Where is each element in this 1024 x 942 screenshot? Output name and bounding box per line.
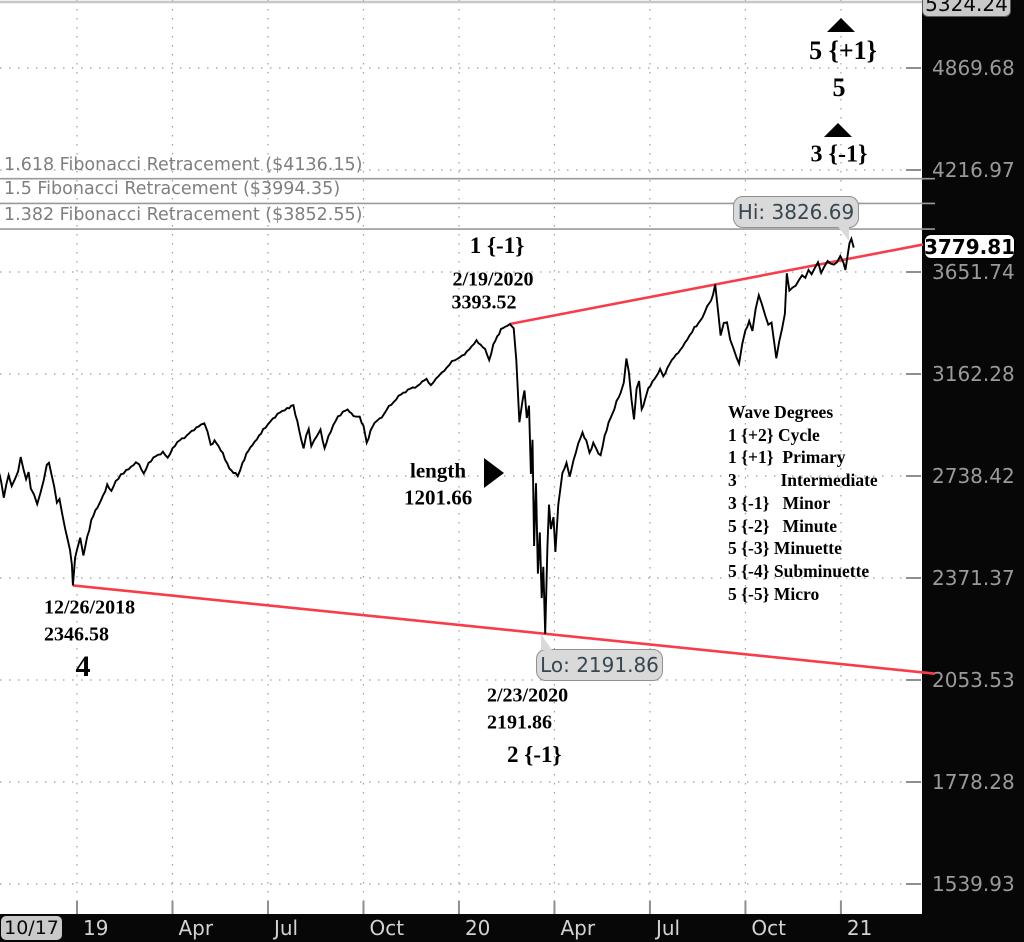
right-arrow-icon[interactable] bbox=[484, 458, 504, 488]
wave-degrees-line: 3 Intermediate bbox=[728, 470, 878, 491]
first-bar-date-value: 10/17 bbox=[4, 917, 59, 939]
current-price-badge: 3779.81 bbox=[923, 233, 1016, 260]
y-axis-label: 4216.97 bbox=[932, 157, 1015, 182]
x-axis-label: 19 bbox=[83, 916, 109, 940]
wave2-price[interactable]: 2191.86 bbox=[487, 711, 552, 734]
wave-degrees-line: 5 {-2} Minute bbox=[728, 515, 838, 536]
up-arrow-icon[interactable] bbox=[824, 123, 852, 137]
y-axis-label: 4869.68 bbox=[932, 55, 1015, 80]
lo-callout-tail bbox=[541, 634, 552, 650]
wave-degrees-line: 1 {+2} Cycle bbox=[728, 424, 820, 445]
wave-label-1-minus1[interactable]: 1 {-1} bbox=[469, 233, 525, 258]
x-axis-label: 20 bbox=[464, 916, 491, 940]
price-axis[interactable]: 4869.68 4216.97 3651.74 3162.28 2738.42 2371.… bbox=[922, 0, 1024, 942]
wave-degrees-line: 5 {-3} Minuette bbox=[728, 538, 842, 559]
current-price-value: 3779.81 bbox=[923, 234, 1016, 259]
y-axis-label: 1539.93 bbox=[932, 871, 1015, 896]
wave2-date[interactable]: 2/23/2020 bbox=[487, 684, 569, 707]
x-axis-label: Apr bbox=[178, 916, 214, 940]
price-target-value: 5324.24 bbox=[925, 0, 1008, 16]
wave-degrees-legend[interactable]: Wave Degrees 1 {+2} Cycle 1 {+1} Primary 3 … bbox=[728, 401, 878, 605]
wave-label-4[interactable]: 4 bbox=[75, 650, 91, 683]
wave-label-5-plus1[interactable]: 5 {+1} bbox=[809, 36, 877, 65]
wave-label-2-minus1[interactable]: 2 {-1} bbox=[507, 742, 562, 767]
wave-degrees-line: 5 {-5} Micro bbox=[728, 583, 820, 604]
price-target-badge: 5324.24 bbox=[922, 0, 1011, 17]
time-axis[interactable]: 19 Apr Jul Oct 20 Apr Jul Oct 21 bbox=[0, 914, 1024, 942]
hi-callout-tail bbox=[836, 224, 849, 241]
lo-callout-bubble: Lo: 2191.86 bbox=[536, 649, 663, 681]
wave1-price[interactable]: 3393.52 bbox=[451, 291, 517, 314]
x-axis-label: Apr bbox=[560, 916, 596, 940]
wave-degrees-line: 1 {+1} Primary bbox=[728, 447, 846, 468]
y-axis-label: 3162.28 bbox=[932, 361, 1015, 386]
x-axis-label: Jul bbox=[655, 916, 681, 940]
wave4-date[interactable]: 12/26/2018 bbox=[44, 596, 136, 619]
wave1-date[interactable]: 2/19/2020 bbox=[452, 268, 534, 291]
fib-retracement-label[interactable]: 1.5 Fibonacci Retracement ($3994.35) bbox=[4, 179, 341, 200]
hi-callout-text: Hi: 3826.69 bbox=[737, 200, 855, 224]
x-axis-label: Oct bbox=[369, 916, 405, 940]
wave-degrees-line: 3 {-1} Minor bbox=[728, 492, 831, 513]
length-value[interactable]: 1201.66 bbox=[404, 485, 473, 510]
x-axis-label: 21 bbox=[846, 916, 873, 940]
y-axis-label: 2738.42 bbox=[932, 463, 1015, 488]
wave-label-3-minus1[interactable]: 3 {-1} bbox=[810, 141, 868, 168]
lo-callout-text: Lo: 2191.86 bbox=[540, 653, 659, 677]
y-axis-label: 1778.28 bbox=[932, 769, 1015, 794]
wave4-price[interactable]: 2346.58 bbox=[44, 623, 109, 646]
wave-degrees-title: Wave Degrees bbox=[728, 402, 834, 422]
x-axis-label: Oct bbox=[751, 916, 787, 940]
up-arrow-icon[interactable] bbox=[827, 18, 855, 32]
fib-retracement-label[interactable]: 1.382 Fibonacci Retracement ($3852.55) bbox=[4, 205, 363, 226]
length-label[interactable]: length bbox=[410, 458, 467, 483]
y-axis-label: 3651.74 bbox=[932, 260, 1015, 284]
wave-label-5[interactable]: 5 bbox=[832, 73, 846, 102]
first-bar-date-badge: 10/17 bbox=[1, 916, 62, 940]
y-axis-label: 2053.53 bbox=[932, 667, 1015, 692]
fib-retracement-label[interactable]: 1.618 Fibonacci Retracement ($4136.15) bbox=[4, 154, 363, 175]
x-axis-label: Jul bbox=[273, 916, 299, 940]
wave-degrees-line: 5 {-4} Subminuette bbox=[728, 560, 870, 581]
y-axis-label: 2371.37 bbox=[932, 566, 1015, 590]
